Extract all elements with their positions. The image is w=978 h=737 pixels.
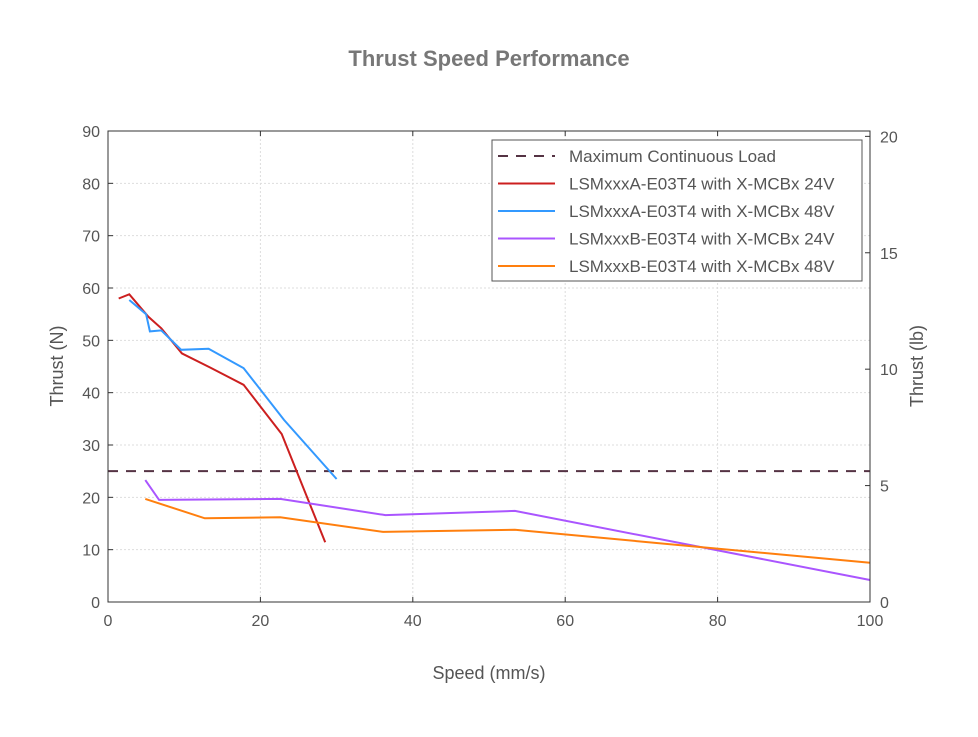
series-line-4 (144, 497, 871, 564)
y-tick-label: 0 (91, 595, 100, 612)
y2-tick-label: 0 (880, 595, 889, 612)
x-tick-label: 60 (556, 613, 574, 630)
legend-label: LSMxxxA-E03T4 with X-MCBx 48V (569, 202, 835, 221)
series-line-3 (144, 479, 871, 581)
y-tick-label: 50 (82, 333, 100, 350)
x-tick-label: 100 (857, 613, 884, 630)
y2-tick-label: 20 (880, 129, 898, 146)
y-tick-label: 20 (82, 490, 100, 507)
x-tick-label: 80 (709, 613, 727, 630)
y2-tick-label: 10 (880, 362, 898, 379)
y-tick-label: 60 (82, 281, 100, 298)
y-axis-label: Thrust (N) (47, 326, 67, 407)
y2-axis-label: Thrust (lb) (907, 325, 927, 407)
y-tick-label: 90 (82, 124, 100, 141)
legend-label: LSMxxxB-E03T4 with X-MCBx 48V (569, 257, 835, 276)
x-tick-label: 40 (404, 613, 422, 630)
y-tick-label: 40 (82, 386, 100, 403)
plot-frame (107, 130, 871, 603)
x-tick-label: 0 (104, 613, 113, 630)
y-tick-label: 10 (82, 543, 100, 560)
legend-label: LSMxxxA-E03T4 with X-MCBx 24V (569, 175, 835, 194)
series-line-1 (118, 293, 327, 543)
legend-label: LSMxxxB-E03T4 with X-MCBx 24V (569, 230, 835, 249)
series-lines (108, 293, 871, 581)
y2-tick-label: 5 (880, 479, 889, 496)
x-axis-label: Speed (mm/s) (432, 663, 545, 683)
y-tick-label: 30 (82, 438, 100, 455)
y2-tick-label: 15 (880, 246, 898, 263)
series-line-2 (128, 299, 338, 480)
y-tick-label: 70 (82, 229, 100, 246)
x-tick-label: 20 (252, 613, 270, 630)
legend: Maximum Continuous Load LSMxxxA-E03T4 wit… (491, 139, 863, 282)
legend-label: Maximum Continuous Load (569, 147, 776, 166)
y-tick-label: 80 (82, 176, 100, 193)
chart-title: Thrust Speed Performance (348, 46, 629, 71)
